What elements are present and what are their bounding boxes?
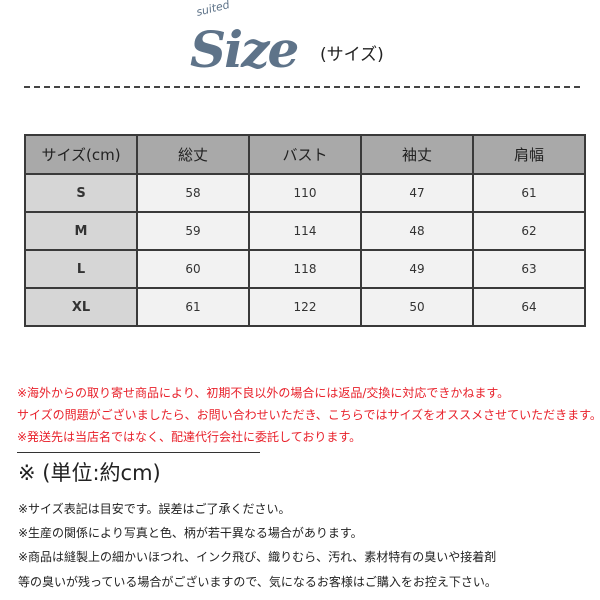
note-text: ※商品は縫製上の細かいほつれ、インク飛び、織りむら、汚れ、素材特有の臭いや接着剤 [18, 550, 497, 564]
table-cell: 61 [136, 287, 250, 327]
note-text: ※生産の関係により写真と色、柄が若干異なる場合があります。 [18, 526, 363, 540]
divider [17, 452, 260, 453]
table-cell: 63 [472, 249, 586, 289]
table-row: XL 61 122 50 64 [24, 287, 586, 327]
table-cell: 47 [360, 173, 474, 213]
page-subtitle: (サイズ) [320, 45, 384, 65]
dashed-divider [24, 86, 580, 88]
size-cell: XL [24, 287, 138, 327]
table-header-row: サイズ(cm) 総丈 バスト 袖丈 肩幅 [24, 134, 586, 175]
table-cell: 58 [136, 173, 250, 213]
unit-label: ※ (単位:約cm) [18, 461, 161, 485]
table-cell: 61 [472, 173, 586, 213]
table-cell: 64 [472, 287, 586, 327]
table-cell: 122 [248, 287, 362, 327]
table-row: S 58 110 47 61 [24, 173, 586, 213]
table-cell: 110 [248, 173, 362, 213]
table-cell: 59 [136, 211, 250, 251]
table-cell: 62 [472, 211, 586, 251]
warning-text: サイズの問題がございましたら、お問い合わせいただき、こちらではサイズをオススメさ… [17, 408, 600, 422]
note-text: ※サイズ表記は目安です。誤差はご了承ください。 [18, 502, 291, 516]
column-header: 袖丈 [360, 134, 474, 175]
table-cell: 60 [136, 249, 250, 289]
column-header: 総丈 [136, 134, 250, 175]
table-row: M 59 114 48 62 [24, 211, 586, 251]
table-cell: 118 [248, 249, 362, 289]
table-row: L 60 118 49 63 [24, 249, 586, 289]
table-cell: 48 [360, 211, 474, 251]
column-header: 肩幅 [472, 134, 586, 175]
table-cell: 49 [360, 249, 474, 289]
logo-script: suited [194, 0, 231, 19]
warning-text: ※海外からの取り寄せ商品により、初期不良以外の場合には返品/交換に対応できかねま… [17, 386, 510, 400]
warning-text: ※発送先は当店名ではなく、配達代行会社に委託しております。 [17, 430, 362, 444]
size-cell: S [24, 173, 138, 213]
table-cell: 114 [248, 211, 362, 251]
size-cell: L [24, 249, 138, 289]
column-header: サイズ(cm) [24, 134, 138, 175]
size-cell: M [24, 211, 138, 251]
size-table: サイズ(cm) 総丈 バスト 袖丈 肩幅 S 58 110 47 61 M 59… [24, 134, 586, 327]
note-text: 等の臭いが残っている場合がございますので、気になるお客様はご購入をお控え下さい。 [18, 575, 497, 589]
table-cell: 50 [360, 287, 474, 327]
logo-size: Size [190, 20, 299, 79]
column-header: バスト [248, 134, 362, 175]
